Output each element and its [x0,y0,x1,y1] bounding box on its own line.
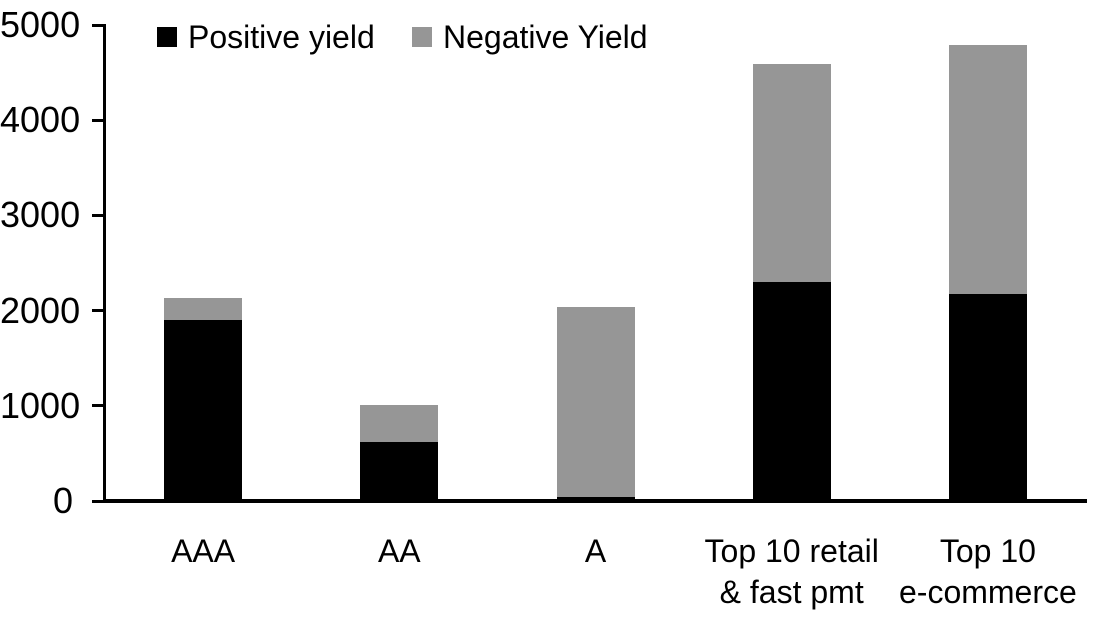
y-axis-line [103,25,106,503]
y-tick-mark [92,23,106,27]
y-tick-label: 4000 [0,99,81,141]
y-tick-mark [92,309,106,313]
bar-segment-positive-yield [164,320,243,501]
y-tick-mark [92,499,106,503]
y-tick-mark [92,213,106,217]
legend-swatch-negative-yield [412,27,432,47]
bar-aaa [164,298,243,501]
y-tick-mark [92,404,106,408]
y-tick-label: 5000 [0,4,81,45]
x-category-label: AAA [171,533,236,569]
x-category-label: AA [377,533,421,569]
y-tick-label: 1000 [0,384,81,426]
bar-segment-negative-yield [752,64,831,283]
x-axis-line [103,499,1087,503]
y-tick-label: 0 [52,480,73,521]
legend-label-negative-yield: Negative Yield [443,19,648,55]
bar-a [556,306,635,501]
bar-aa [360,404,439,501]
bar-top-10-retail-fast-pmt [752,64,831,501]
x-category-label: Top 10 e-commerce [898,533,1077,610]
x-category-label: A [584,533,607,569]
y-tick-label: 2000 [0,289,81,331]
bar-segment-positive-yield [360,441,439,501]
y-tick-mark [92,118,106,122]
legend-item-negative-yield: Negative Yield [412,19,648,55]
legend-item-positive-yield: Positive yield [157,19,375,55]
bar-segment-negative-yield [164,298,243,321]
legend-swatch-positive-yield [157,27,177,47]
legend-label-positive-yield: Positive yield [188,19,375,55]
bar-segment-positive-yield [948,294,1027,501]
x-category-label: Top 10 retail & fast pmt [704,533,879,610]
y-tick-label: 3000 [0,194,81,236]
bar-segment-negative-yield [556,306,635,498]
bar-segment-negative-yield [948,45,1027,295]
bar-segment-positive-yield [752,282,831,501]
bar-segment-negative-yield [360,404,439,442]
bar-top-10-e-commerce [948,45,1027,501]
